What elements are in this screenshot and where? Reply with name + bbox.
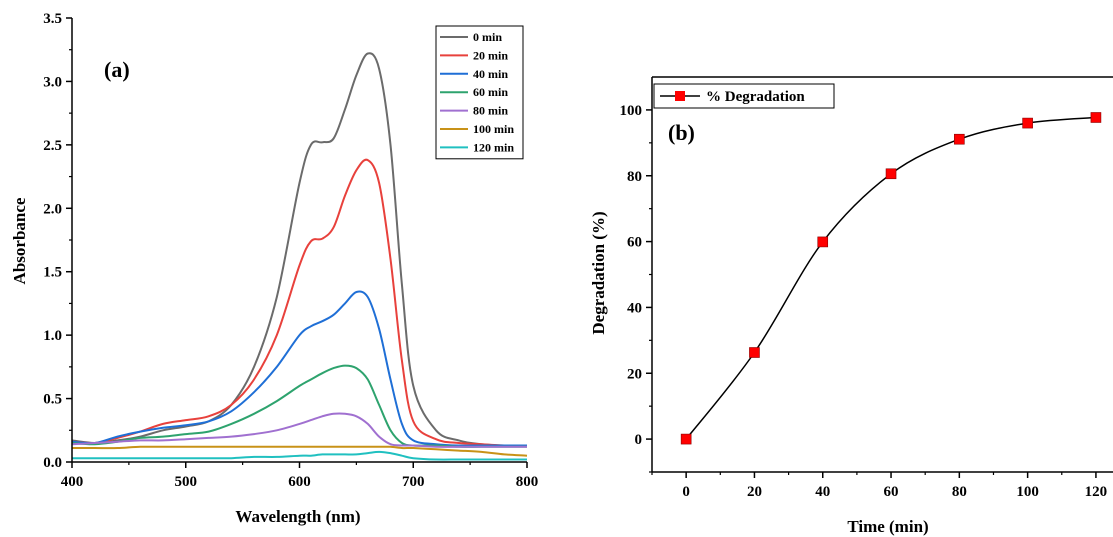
data-point-marker	[1022, 117, 1033, 129]
x-tick-label-a: 600	[288, 474, 311, 490]
y-tick-label-a: 3.5	[43, 11, 62, 27]
legend-entry-a: 0 min	[473, 30, 502, 44]
x-tick-label-a: 500	[175, 474, 198, 490]
y-tick-label-a: 3.0	[43, 74, 62, 90]
x-tick-label-b: 80	[952, 484, 967, 500]
x-tick-label-b: 120	[1085, 484, 1108, 500]
x-tick-label-b: 40	[815, 484, 830, 500]
x-tick-label-a: 400	[61, 474, 84, 490]
legend-entry-a: 120 min	[473, 140, 514, 154]
panel-label-b: (b)	[668, 120, 695, 145]
y-axis-title-a: Absorbance	[10, 197, 29, 284]
legend-entry-a: 40 min	[473, 67, 508, 81]
data-point-marker	[817, 236, 829, 248]
y-tick-label-a: 1.5	[43, 265, 62, 281]
x-tick-label-a: 800	[516, 474, 539, 490]
x-tick-label-a: 700	[402, 474, 425, 490]
y-tick-label-b: 20	[627, 366, 642, 382]
legend-entry-a: 60 min	[473, 85, 508, 99]
series-line-80-min	[71, 412, 527, 448]
y-tick-label-a: 0.0	[43, 455, 62, 471]
series-line-0-min	[71, 52, 528, 447]
series-line-100-min	[72, 445, 528, 457]
y-tick-label-a: 2.5	[43, 138, 62, 154]
legend-entry-a: 20 min	[473, 48, 508, 62]
data-point-marker	[680, 433, 692, 445]
x-axis-title-b: Time (min)	[847, 517, 928, 536]
y-tick-label-b: 60	[627, 235, 642, 251]
y-axis-title-b: Degradation (%)	[589, 211, 608, 334]
series-line-20-min	[71, 158, 528, 447]
x-axis-title-a: Wavelength (nm)	[235, 507, 360, 526]
y-tick-label-a: 0.5	[43, 392, 62, 408]
y-tick-label-b: 40	[627, 300, 642, 316]
y-tick-label-b: 80	[627, 169, 642, 185]
panel-label-a: (a)	[104, 57, 130, 82]
x-tick-label-b: 0	[682, 484, 690, 500]
degradation-line	[685, 116, 1096, 440]
data-point-marker	[749, 347, 760, 358]
legend-b: % Degradation	[653, 83, 835, 109]
legend-swatch-marker-b	[675, 91, 685, 101]
series-line-60-min	[71, 364, 527, 448]
y-tick-label-b: 0	[635, 432, 643, 448]
legend-entry-a: 80 min	[473, 104, 508, 118]
series-line-120-min	[71, 450, 527, 461]
chart-degradation: 0 20 40 60 80 100 120 0 20 40 60 80 100 (b) Time (mi…	[589, 76, 1113, 536]
y-tick-label-a: 1.0	[43, 328, 62, 344]
x-tick-label-b: 60	[884, 484, 899, 500]
chart-absorbance-spectra: 400 500 600 700 8000.00.51.01.52.02.53.03.5 …	[10, 11, 539, 526]
legend-a: 0 min 20 min 40 min 60 min 80 min 100 min 120 …	[435, 25, 524, 160]
data-point-marker	[954, 133, 965, 145]
legend-entry-a: 100 min	[473, 122, 514, 136]
y-tick-label-b: 100	[620, 103, 643, 119]
x-tick-label-b: 20	[747, 484, 762, 500]
data-point-marker	[885, 168, 897, 180]
data-point-marker	[1090, 112, 1102, 123]
legend-entry-b: % Degradation	[706, 89, 805, 105]
series-line-40-min	[71, 290, 528, 447]
x-tick-label-b: 100	[1016, 484, 1039, 500]
y-tick-label-a: 2.0	[43, 201, 62, 217]
